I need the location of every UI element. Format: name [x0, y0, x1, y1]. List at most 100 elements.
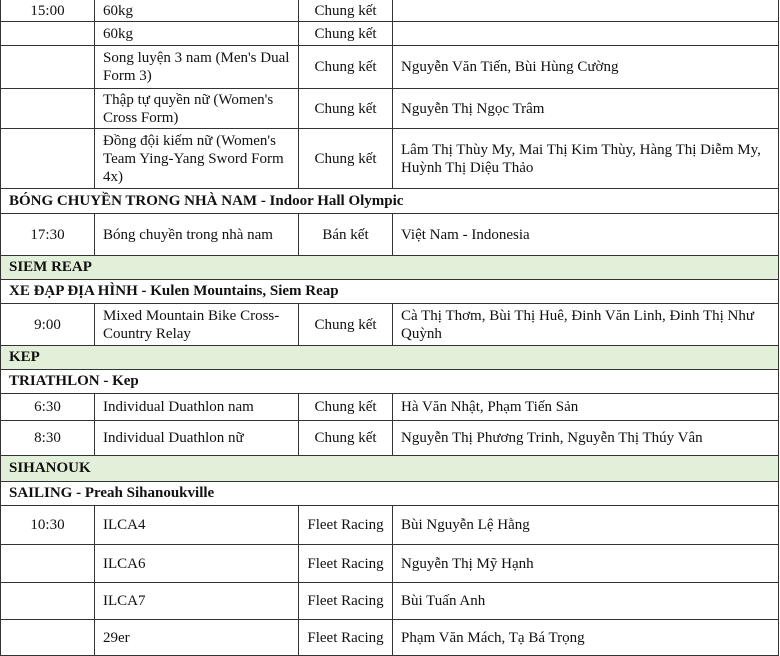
table-row: Đồng đội kiếm nữ (Women's Team Ying-Yang… — [0, 129, 779, 189]
event-text: ILCA4 — [103, 517, 146, 533]
event-text: Individual Duathlon nữ — [103, 430, 244, 446]
time-cell: 17:30 — [1, 214, 94, 255]
event-cell: Song luyện 3 nam (Men's Dual Form 3) — [94, 46, 298, 88]
athletes-cell: Nguyễn Thị Mỹ Hạnh — [393, 545, 778, 582]
region-label: SIHANOUK — [9, 460, 91, 476]
athletes-cell: Bùi Nguyễn Lệ Hằng — [393, 506, 778, 544]
sport-venue-header: XE ĐẠP ĐỊA HÌNH - Kulen Mountains, Siem … — [0, 280, 779, 304]
region-header: KEP — [0, 346, 779, 370]
time-cell — [1, 89, 94, 128]
stage-cell: Chung kết — [298, 304, 393, 345]
sport-venue-header: SAILING - Preah Sihanoukville — [0, 482, 779, 506]
stage-cell: Chung kết — [298, 89, 393, 128]
event-text: Mixed Mountain Bike Cross-Country Relay — [103, 307, 280, 342]
sport-label: XE ĐẠP ĐỊA HÌNH - Kulen Mountains, Siem … — [9, 283, 339, 299]
stage-cell: Bán kết — [298, 214, 393, 255]
time-text: 9:00 — [34, 316, 61, 333]
event-text: 60kg — [103, 25, 133, 42]
time-cell — [1, 46, 94, 88]
stage-text: Chung kết — [314, 150, 377, 167]
event-cell: Bóng chuyền trong nhà nam — [94, 214, 298, 255]
region-label: SIEM REAP — [9, 259, 92, 275]
event-text: Song luyện 3 nam (Men's Dual Form 3) — [103, 50, 290, 84]
athletes-cell — [393, 22, 778, 45]
athletes-cell: Cà Thị Thơm, Bùi Thị Huê, Đinh Văn Linh,… — [393, 304, 778, 345]
event-cell: Mixed Mountain Bike Cross-Country Relay — [94, 304, 298, 345]
table-row: Song luyện 3 nam (Men's Dual Form 3) Chun… — [0, 46, 779, 89]
time-text: 10:30 — [30, 517, 65, 533]
athletes-text: Nguyễn Thị Phương Trinh, Nguyễn Thị Thúy… — [401, 430, 703, 446]
sport-label: BÓNG CHUYỀN TRONG NHÀ NAM - Indoor Hall … — [9, 192, 404, 209]
athletes-text: Nguyễn Văn Tiến, Bùi Hùng Cường — [401, 59, 619, 75]
athletes-text: Lâm Thị Thùy My, Mai Thị Kim Thùy, Hàng … — [401, 141, 761, 176]
stage-cell: Chung kết — [298, 22, 393, 45]
table-row: 10:30 ILCA4 Fleet Racing Bùi Nguyễn Lệ Hằng — [0, 506, 779, 545]
table-row: ILCA6 Fleet Racing Nguyễn Thị Mỹ Hạnh — [0, 545, 779, 583]
stage-text: Fleet Racing — [307, 629, 384, 646]
event-text: Bóng chuyền trong nhà nam — [103, 226, 273, 243]
time-cell: 9:00 — [1, 304, 94, 345]
event-text: Individual Duathlon nam — [103, 399, 254, 415]
time-text: 15:00 — [30, 2, 65, 19]
stage-cell: Chung kết — [298, 129, 393, 188]
time-text: 17:30 — [30, 226, 65, 243]
time-cell — [1, 22, 94, 45]
event-cell: Individual Duathlon nam — [94, 394, 298, 420]
athletes-text: Nguyễn Thị Ngọc Trâm — [401, 100, 545, 117]
table-row: 17:30 Bóng chuyền trong nhà nam Bán kết Việ… — [0, 214, 779, 256]
time-cell — [1, 129, 94, 188]
stage-cell: Chung kết — [298, 46, 393, 88]
athletes-text: Việt Nam - Indonesia — [401, 226, 530, 243]
stage-cell: Chung kết — [298, 421, 393, 455]
table-row: 60kg Chung kết — [0, 22, 779, 46]
stage-text: Chung kết — [314, 2, 377, 19]
athletes-cell: Bùi Tuấn Anh — [393, 583, 778, 619]
stage-cell: Fleet Racing — [298, 620, 393, 655]
event-cell: ILCA6 — [94, 545, 298, 582]
athletes-text: Cà Thị Thơm, Bùi Thị Huê, Đinh Văn Linh,… — [401, 307, 755, 342]
athletes-text: Bùi Nguyễn Lệ Hằng — [401, 517, 530, 533]
athletes-cell: Nguyễn Văn Tiến, Bùi Hùng Cường — [393, 46, 778, 88]
time-cell — [1, 583, 94, 619]
stage-text: Chung kết — [314, 59, 377, 75]
stage-cell: Fleet Racing — [298, 583, 393, 619]
stage-text: Chung kết — [314, 100, 377, 117]
region-label: KEP — [9, 349, 40, 365]
table-row: 6:30 Individual Duathlon nam Chung kết Hà V… — [0, 394, 779, 421]
athletes-cell — [393, 0, 778, 21]
event-cell: 29er — [94, 620, 298, 655]
event-text: ILCA6 — [103, 555, 146, 572]
sport-venue-header: BÓNG CHUYỀN TRONG NHÀ NAM - Indoor Hall … — [0, 189, 779, 214]
stage-cell: Fleet Racing — [298, 506, 393, 544]
stage-text: Chung kết — [314, 430, 377, 446]
athletes-cell: Nguyễn Thị Phương Trinh, Nguyễn Thị Thúy… — [393, 421, 778, 455]
event-text: 29er — [103, 629, 130, 646]
sport-label: TRIATHLON - Kep — [9, 373, 139, 389]
athletes-text: Bùi Tuấn Anh — [401, 593, 486, 609]
event-cell: Individual Duathlon nữ — [94, 421, 298, 455]
time-cell: 10:30 — [1, 506, 94, 544]
athletes-cell: Hà Văn Nhật, Phạm Tiến Sản — [393, 394, 778, 420]
event-cell: Thập tự quyền nữ (Women's Cross Form) — [94, 89, 298, 128]
sport-venue-header: TRIATHLON - Kep — [0, 370, 779, 394]
stage-text: Bán kết — [322, 226, 369, 243]
stage-text: Fleet Racing — [307, 517, 384, 533]
stage-cell: Chung kết — [298, 0, 393, 21]
table-row: Thập tự quyền nữ (Women's Cross Form) Chu… — [0, 89, 779, 129]
event-cell: ILCA4 — [94, 506, 298, 544]
time-text: 8:30 — [34, 430, 61, 446]
stage-cell: Fleet Racing — [298, 545, 393, 582]
time-cell — [1, 545, 94, 582]
time-cell: 8:30 — [1, 421, 94, 455]
region-header: SIHANOUK — [0, 456, 779, 482]
time-cell — [1, 620, 94, 655]
event-text: Đồng đội kiếm nữ (Women's Team Ying-Yang… — [103, 132, 284, 185]
stage-text: Chung kết — [314, 399, 377, 415]
time-cell: 15:00 — [1, 0, 94, 21]
event-text: ILCA7 — [103, 593, 146, 609]
time-cell: 6:30 — [1, 394, 94, 420]
event-cell: 60kg — [94, 0, 298, 21]
event-cell: Đồng đội kiếm nữ (Women's Team Ying-Yang… — [94, 129, 298, 188]
table-row: ILCA7 Fleet Racing Bùi Tuấn Anh — [0, 583, 779, 620]
